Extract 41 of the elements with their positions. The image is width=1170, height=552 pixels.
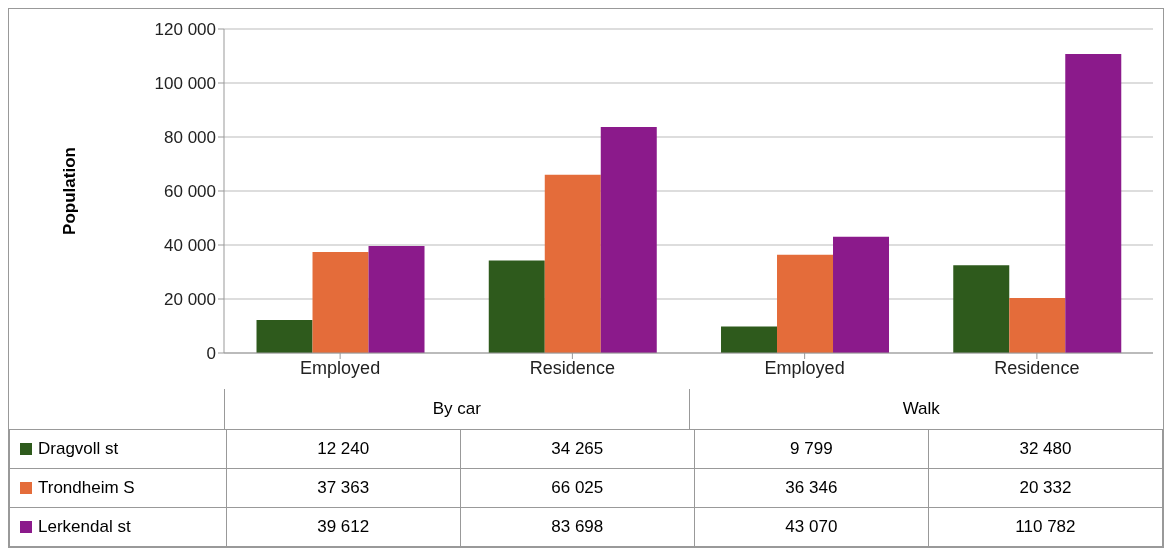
data-label: 37 363 (226, 468, 461, 508)
bar (777, 254, 834, 353)
text: Walk (688, 389, 1153, 429)
data-label: 32 480 (928, 429, 1163, 469)
bar (600, 127, 657, 353)
data-label: 12 240 (226, 429, 461, 469)
data-label: 66 025 (460, 468, 695, 508)
y-tick-label: 20 000 (164, 290, 216, 310)
bar (488, 260, 545, 353)
bar (256, 319, 313, 353)
bar (312, 252, 369, 353)
data-label: 20 332 (928, 468, 1163, 508)
y-tick-label: 60 000 (164, 182, 216, 202)
bar (544, 174, 601, 353)
legend-label: Lerkendal st (37, 516, 131, 537)
y-tick-label: 120 000 (154, 20, 216, 40)
bar (1065, 53, 1122, 353)
bar (833, 236, 890, 353)
data-label: 110 782 (928, 507, 1163, 547)
x-tick-label: Residence (529, 357, 615, 378)
y-tick-label: 100 000 (154, 74, 216, 94)
data-label: 83 698 (460, 507, 695, 547)
data-label: 36 346 (694, 468, 929, 508)
data-label: 39 612 (226, 507, 461, 547)
legend-label: Dragvoll st (37, 438, 119, 459)
data-label: 9 799 (694, 429, 929, 469)
bar (1009, 298, 1066, 353)
bar (953, 265, 1010, 353)
x-tick-label: Residence (994, 357, 1080, 378)
y-tick-label: 40 000 (164, 236, 216, 256)
data-label: 34 265 (460, 429, 695, 469)
bar (721, 326, 778, 353)
y-tick-label: 80 000 (164, 128, 216, 148)
y-axis-title: Population (60, 147, 80, 235)
x-tick-label: Employed (764, 357, 845, 378)
legend-label: Trondheim S (37, 477, 135, 498)
y-tick-label: 0 (206, 344, 216, 364)
x-tick-label: Employed (300, 357, 381, 378)
text: By car (224, 389, 689, 429)
bar (368, 246, 425, 353)
data-label: 43 070 (694, 507, 929, 547)
